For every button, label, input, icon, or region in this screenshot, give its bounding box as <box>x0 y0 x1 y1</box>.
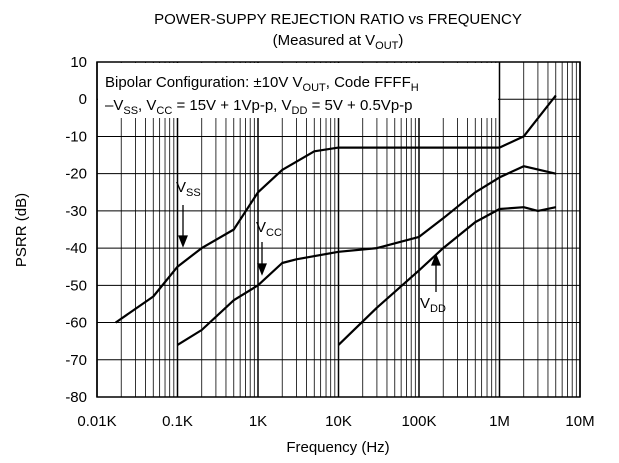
subscript: DD <box>292 105 308 117</box>
text-part: , V <box>138 97 156 114</box>
x-axis-label: Frequency (Hz) <box>286 439 389 456</box>
y-tick-label: -30 <box>65 203 87 220</box>
x-tick-label: 0.01K <box>77 413 116 430</box>
text-part: –V <box>105 97 123 114</box>
series-label: VDD <box>420 295 446 315</box>
subscript: CC <box>266 227 282 239</box>
chart-subtitle: (Measured at VOUT) <box>273 32 404 52</box>
x-tick-label: 100K <box>401 413 436 430</box>
x-tick-label: 10M <box>565 413 594 430</box>
note-box <box>98 63 498 118</box>
subscript: H <box>411 82 419 94</box>
lines <box>114 94 557 346</box>
x-tick-label: 10K <box>325 413 352 430</box>
line <box>337 206 557 346</box>
y-axis-label: PSRR (dB) <box>13 193 30 267</box>
subscript: OUT <box>303 82 327 94</box>
text-part: Bipolar Configuration: ±10V V <box>105 74 303 91</box>
text-part: V <box>256 219 266 236</box>
y-tick-label: -60 <box>65 315 87 332</box>
line <box>176 165 557 346</box>
note-line: Bipolar Configuration: ±10V VOUT, Code F… <box>105 74 419 94</box>
x-tick-label: 1M <box>489 413 510 430</box>
y-tick-label: -20 <box>65 166 87 183</box>
x-tick-label: 0.1K <box>162 413 193 430</box>
arrows <box>178 205 441 292</box>
text-part: V <box>420 295 430 312</box>
chart-title: POWER-SUPPY REJECTION RATIO vs FREQUENCY <box>154 11 522 28</box>
y-tick-label: -70 <box>65 352 87 369</box>
series-label: VCC <box>256 219 282 239</box>
arrow-head <box>257 263 267 276</box>
arrow-head <box>178 235 188 248</box>
y-tick-label: -10 <box>65 128 87 145</box>
x-tick-label: 1K <box>249 413 267 430</box>
y-tick-label: -40 <box>65 240 87 257</box>
subscript: SS <box>123 105 138 117</box>
y-tick-label: 10 <box>70 54 87 71</box>
subscript: CC <box>156 105 172 117</box>
arrow-head <box>431 253 441 266</box>
text-part: , Code FFFF <box>326 74 411 91</box>
line <box>114 94 557 324</box>
y-tick-label: -50 <box>65 277 87 294</box>
subscript: DD <box>430 303 446 315</box>
series-label: VSS <box>176 179 201 199</box>
text-part: = 5V + 0.5Vp-p <box>307 97 412 114</box>
y-tick-label: 0 <box>79 91 87 108</box>
subscript: SS <box>186 187 201 199</box>
text-part: ) <box>398 32 403 49</box>
text-part: (Measured at V <box>273 32 376 49</box>
text-part: = 15V + 1Vp-p, V <box>172 97 291 114</box>
note-line: –VSS, VCC = 15V + 1Vp-p, VDD = 5V + 0.5V… <box>105 97 413 117</box>
text-part: V <box>176 179 186 196</box>
subscript: OUT <box>375 40 399 52</box>
plot-frame <box>96 61 581 398</box>
y-tick-label: -80 <box>65 389 87 406</box>
